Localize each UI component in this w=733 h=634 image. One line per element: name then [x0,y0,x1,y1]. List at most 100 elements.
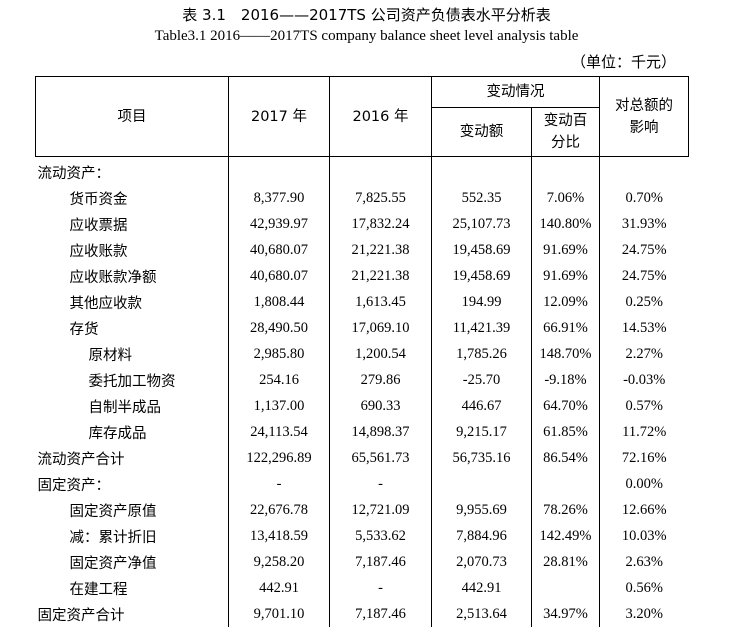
change-percent: 61.85% [531,419,600,445]
row-label: 固定资产净值 [35,549,229,575]
value-2016: - [329,575,432,601]
row-label: 原材料 [35,341,229,367]
change-amount: 19,458.69 [431,263,532,289]
change-amount: 442.91 [431,575,532,601]
change-amount: 56,735.16 [431,445,532,471]
impact-percent: 0.25% [625,293,663,310]
table-row: 委托加工物资 254.16 279.86 -25.70 -9.18% -0.03% [35,367,689,393]
change-amount: 7,884.96 [431,523,532,549]
table-row: 自制半成品 1,137.00 690.33 446.67 64.70% 0.57% [35,393,689,419]
row-label: 存货 [35,315,229,341]
impact-percent: 24.75% [621,241,667,258]
change-percent: 91.69% [531,263,600,289]
value-2016: 690.33 [329,393,432,419]
row-label: 其他应收款 [35,289,229,315]
change-amount: 2,513.64 [431,601,532,627]
value-2017: 40,680.07 [228,237,330,263]
change-percent: 66.91% [531,315,600,341]
table-row: 存货 28,490.50 17,069.10 11,421.39 66.91% 14.53… [35,315,689,341]
impact-percent: 10.03% [621,527,667,544]
impact-percent: 0.56% [625,579,663,596]
header-2017: 2017 年 [228,76,330,157]
row-label: 货币资金 [35,185,229,211]
value-2016: 1,613.45 [329,289,432,315]
change-amount: 9,955.69 [431,497,532,523]
value-2016: 1,200.54 [329,341,432,367]
change-percent: 12.09% [531,289,600,315]
value-2016: 21,221.38 [329,263,432,289]
table-row: 其他应收款 1,808.44 1,613.45 194.99 12.09% 0.25% [35,289,689,315]
value-2017: 1,808.44 [228,289,330,315]
row-label: 固定资产： [35,471,229,497]
table-row: 原材料 2,985.80 1,200.54 1,785.26 148.70% 2.27% [35,341,689,367]
table-row: 应收账款净额 40,680.07 21,221.38 19,458.69 91.69% 2… [35,263,689,289]
header-impact: 对总额的影响 [599,76,689,157]
table-title-english: Table3.1 2016——2017TS company balance sh… [154,28,579,44]
table-body: 流动资产： 货币资金 8,377.90 7,825.55 552.35 7.06% 0.70… [35,156,689,627]
header-impact-text: 对总额的影响 [614,97,673,136]
change-amount: 25,107.73 [431,211,532,237]
table-row: 减：累计折旧 13,418.59 5,533.62 7,884.96 142.49% 10… [35,523,689,549]
value-2016: 65,561.73 [329,445,432,471]
table-row: 流动资产合计 122,296.89 65,561.73 56,735.16 86.54%… [35,445,689,471]
value-2017: 28,490.50 [228,315,330,341]
table-row: 应收票据 42,939.97 17,832.24 25,107.73 140.80% 31… [35,211,689,237]
table-row: 固定资产原值 22,676.78 12,721.09 9,955.69 78.26% 12… [35,497,689,523]
impact-percent: 31.93% [621,215,667,232]
table-row: 货币资金 8,377.90 7,825.55 552.35 7.06% 0.70% [35,185,689,211]
table-title-chinese: 表 3.1 2016——2017TS 公司资产负债表水平分析表 [182,6,551,24]
table-row: 流动资产： [35,156,689,186]
value-2016: 12,721.09 [329,497,432,523]
change-percent: 7.06% [531,185,600,211]
change-percent [531,471,600,497]
change-percent: -9.18% [531,367,600,393]
impact-percent: 0.57% [625,397,663,414]
value-2017: 40,680.07 [228,263,330,289]
row-label: 固定资产合计 [35,601,229,627]
impact-percent: 14.53% [621,319,667,336]
row-label: 自制半成品 [35,393,229,419]
row-label: 固定资产原值 [35,497,229,523]
change-amount [431,471,532,497]
header-change: 变动情况 [431,76,600,108]
change-percent: 34.97% [531,601,600,627]
balance-sheet-table: 项目 2017 年 2016 年 变动情况 对总额的影响 变动额 变动百分比 流… [35,76,689,627]
value-2016: 279.86 [329,367,432,393]
change-amount: 19,458.69 [431,237,532,263]
value-2017: 42,939.97 [228,211,330,237]
change-amount: 552.35 [431,185,532,211]
change-percent: 64.70% [531,393,600,419]
row-label: 库存成品 [35,419,229,445]
value-2017: 254.16 [228,367,330,393]
header-item: 项目 [35,76,229,157]
change-percent: 142.49% [531,523,600,549]
row-label: 减：累计折旧 [35,523,229,549]
impact-percent: 2.27% [625,345,663,362]
change-percent: 148.70% [531,341,600,367]
impact-percent: -0.03% [623,371,666,388]
value-2017: 2,985.80 [228,341,330,367]
change-amount: 1,785.26 [431,341,532,367]
row-label: 在建工程 [35,575,229,601]
value-2017: 13,418.59 [228,523,330,549]
value-2017: 442.91 [228,575,330,601]
table-row: 固定资产合计 9,701.10 7,187.46 2,513.64 34.97% 3.20… [35,601,689,627]
change-amount: 11,421.39 [431,315,532,341]
change-percent: 28.81% [531,549,600,575]
value-2016: 17,832.24 [329,211,432,237]
value-2017: 24,113.54 [228,419,330,445]
row-label: 委托加工物资 [35,367,229,393]
header-change-amount: 变动额 [431,107,532,157]
value-2016: 5,533.62 [329,523,432,549]
change-percent [531,156,600,185]
change-amount: -25.70 [431,367,532,393]
value-2016: 7,825.55 [329,185,432,211]
impact-percent [600,157,689,186]
value-2017 [228,156,330,185]
change-percent: 140.80% [531,211,600,237]
row-label: 应收票据 [35,211,229,237]
value-2017: 8,377.90 [228,185,330,211]
row-label: 应收账款 [35,237,229,263]
header-2016: 2016 年 [329,76,432,157]
impact-percent: 0.70% [625,189,663,206]
